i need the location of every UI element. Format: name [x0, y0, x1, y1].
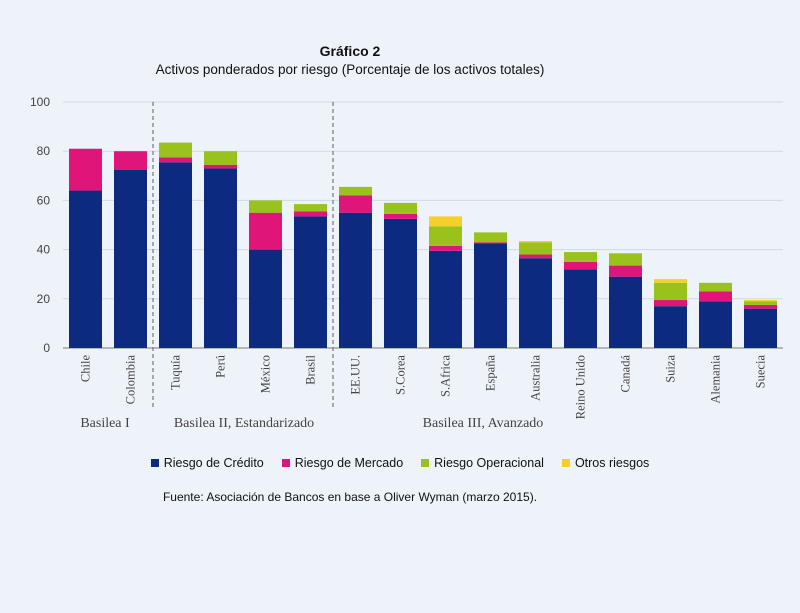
- source-note: Fuente: Asociación de Bancos en base a O…: [162, 490, 538, 504]
- bar-segment-riesgo-de-mercado: [744, 304, 777, 309]
- x-category-label: España: [484, 355, 498, 392]
- axis-labels: 0 20 40 60 80 100 Chile Colombia Tuquía Perú Méxic…: [30, 95, 768, 431]
- legend-item: Riesgo de Crédito: [150, 456, 264, 470]
- bar-segment-riesgo-de-credito: [249, 249, 282, 348]
- stacked-bar-chart: 0 20 40 60 80 100 Chile Colombia Tuquía Perú Méxic…: [30, 95, 783, 431]
- bar-segment-riesgo-de-mercado: [474, 242, 507, 244]
- bar-segment-riesgo-de-credito: [294, 216, 327, 348]
- bar-segment-otros-riesgos: [429, 216, 462, 227]
- bar-segment-riesgo-operacional: [474, 232, 507, 243]
- bar-segment-riesgo-de-credito: [654, 306, 687, 348]
- x-category-label: Tuquía: [169, 355, 183, 390]
- chart-subtitle: Activos ponderados por riesgo (Porcentaj…: [155, 62, 545, 77]
- legend-label: Riesgo Operacional: [434, 456, 544, 470]
- bar-segment-riesgo-de-mercado: [294, 211, 327, 217]
- legend-swatch: [561, 459, 570, 467]
- x-category-label: Colombia: [124, 355, 138, 405]
- bar-segment-riesgo-de-credito: [699, 301, 732, 348]
- bar-segment-riesgo-de-credito: [339, 212, 372, 348]
- bar-segment-riesgo-operacional: [159, 142, 192, 158]
- bar-segment-riesgo-operacional: [519, 242, 552, 255]
- group-label: Basilea II, Estandarizado: [174, 416, 314, 431]
- bar-segment-riesgo-de-credito: [474, 243, 507, 348]
- bar-segment-riesgo-de-credito: [564, 269, 597, 348]
- x-category-label: Reino Unido: [574, 355, 588, 419]
- bar-segment-riesgo-de-mercado: [384, 213, 417, 219]
- bar-segment-riesgo-de-mercado: [699, 291, 732, 302]
- legend-label: Riesgo de Crédito: [163, 456, 264, 470]
- x-category-label: Suecia: [754, 355, 768, 389]
- bar-segment-riesgo-de-credito: [69, 190, 102, 348]
- legend-swatch: [281, 459, 290, 467]
- legend-label: Otros riesgos: [574, 456, 650, 470]
- chart-title: Gráfico 2: [319, 43, 381, 59]
- y-tick-label: 80: [37, 144, 51, 158]
- x-category-label: S.Corea: [394, 355, 408, 395]
- bars: [69, 142, 777, 348]
- x-category-label: Suiza: [664, 355, 678, 383]
- bar-segment-otros-riesgos: [654, 279, 687, 283]
- legend-item: Otros riesgos: [561, 456, 650, 470]
- bar-segment-riesgo-operacional: [654, 282, 687, 301]
- bar-segment-riesgo-de-mercado: [609, 265, 642, 277]
- legend-item: Riesgo Operacional: [421, 456, 544, 470]
- y-tick-label: 20: [37, 292, 51, 306]
- bar-segment-riesgo-de-credito: [159, 162, 192, 348]
- bar-segment-riesgo-operacional: [249, 200, 282, 213]
- bar-segment-riesgo-de-mercado: [114, 151, 147, 170]
- bar-segment-riesgo-operacional: [429, 226, 462, 246]
- bar-segment-riesgo-de-credito: [519, 258, 552, 348]
- x-category-label: Brasil: [304, 354, 318, 384]
- bar-segment-riesgo-operacional: [384, 202, 417, 214]
- bar-segment-riesgo-de-mercado: [249, 212, 282, 250]
- x-category-label: Chile: [79, 355, 93, 383]
- x-category-label: Australia: [529, 355, 543, 401]
- group-label: Basilea III, Avanzado: [423, 416, 544, 431]
- legend-swatch: [150, 459, 159, 467]
- bar-segment-riesgo-de-credito: [384, 218, 417, 348]
- bar-segment-riesgo-de-credito: [114, 169, 147, 348]
- group-label: Basilea I: [80, 416, 130, 431]
- bar-segment-riesgo-operacional: [339, 186, 372, 196]
- y-tick-label: 40: [37, 243, 51, 257]
- x-category-label: México: [259, 355, 273, 393]
- bar-segment-riesgo-de-mercado: [204, 164, 237, 169]
- bar-segment-riesgo-operacional: [204, 151, 237, 165]
- bar-segment-riesgo-de-mercado: [519, 254, 552, 259]
- bar-segment-riesgo-de-mercado: [429, 245, 462, 251]
- bar-segment-otros-riesgos: [519, 240, 552, 243]
- y-tick-label: 0: [43, 341, 50, 355]
- bar-segment-riesgo-de-credito: [429, 250, 462, 348]
- bar-segment-riesgo-de-mercado: [654, 300, 687, 307]
- bar-segment-riesgo-de-credito: [744, 308, 777, 348]
- y-tick-label: 100: [30, 95, 50, 109]
- y-tick-label: 60: [37, 193, 51, 207]
- legend-item: Riesgo de Mercado: [281, 456, 404, 470]
- bar-segment-riesgo-operacional: [744, 301, 777, 305]
- legend-label: Riesgo de Mercado: [294, 456, 404, 470]
- bar-segment-riesgo-de-mercado: [564, 261, 597, 270]
- legend-swatch: [421, 459, 430, 467]
- x-category-label: EE.UU.: [349, 355, 363, 395]
- legend: Riesgo de Crédito Riesgo de Mercado Riesgo…: [0, 456, 800, 470]
- x-category-label: Perú: [214, 354, 228, 378]
- x-category-label: Alemania: [709, 355, 723, 404]
- bar-segment-riesgo-de-mercado: [159, 157, 192, 163]
- bar-segment-riesgo-operacional: [699, 282, 732, 292]
- bar-segment-otros-riesgos: [744, 300, 777, 302]
- bar-segment-riesgo-operacional: [294, 204, 327, 212]
- x-category-label: S.Africa: [439, 355, 453, 397]
- bar-segment-riesgo-de-credito: [609, 276, 642, 348]
- bar-segment-riesgo-de-mercado: [339, 195, 372, 213]
- bar-segment-riesgo-de-mercado: [69, 148, 102, 191]
- bar-segment-riesgo-operacional: [564, 252, 597, 262]
- bar-segment-riesgo-operacional: [609, 253, 642, 266]
- bar-segment-riesgo-de-credito: [204, 168, 237, 348]
- x-category-label: Canadá: [619, 355, 633, 393]
